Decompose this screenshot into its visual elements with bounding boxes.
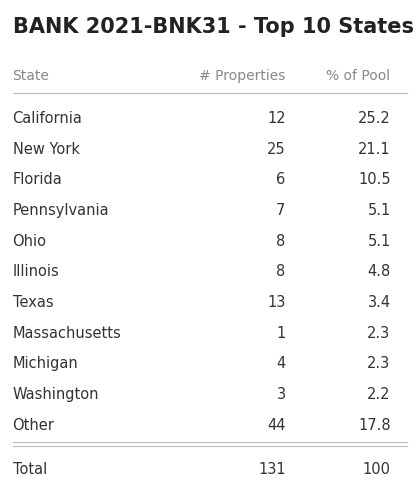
Text: Ohio: Ohio xyxy=(13,234,47,249)
Text: Massachusetts: Massachusetts xyxy=(13,326,121,341)
Text: Florida: Florida xyxy=(13,172,62,187)
Text: 8: 8 xyxy=(276,234,286,249)
Text: BANK 2021-BNK31 - Top 10 States: BANK 2021-BNK31 - Top 10 States xyxy=(13,17,414,37)
Text: # Properties: # Properties xyxy=(199,69,286,83)
Text: 4: 4 xyxy=(276,356,286,372)
Text: Total: Total xyxy=(13,462,47,477)
Text: 2.2: 2.2 xyxy=(367,387,391,402)
Text: 17.8: 17.8 xyxy=(358,418,391,433)
Text: Other: Other xyxy=(13,418,55,433)
Text: 8: 8 xyxy=(276,264,286,280)
Text: 100: 100 xyxy=(362,462,391,477)
Text: 7: 7 xyxy=(276,203,286,218)
Text: Texas: Texas xyxy=(13,295,53,310)
Text: Washington: Washington xyxy=(13,387,99,402)
Text: 5.1: 5.1 xyxy=(368,203,391,218)
Text: Illinois: Illinois xyxy=(13,264,59,280)
Text: 5.1: 5.1 xyxy=(368,234,391,249)
Text: Pennsylvania: Pennsylvania xyxy=(13,203,109,218)
Text: 1: 1 xyxy=(276,326,286,341)
Text: 4.8: 4.8 xyxy=(368,264,391,280)
Text: 3: 3 xyxy=(276,387,286,402)
Text: California: California xyxy=(13,111,82,126)
Text: 25.2: 25.2 xyxy=(358,111,391,126)
Text: % of Pool: % of Pool xyxy=(326,69,391,83)
Text: 3.4: 3.4 xyxy=(368,295,391,310)
Text: 21.1: 21.1 xyxy=(358,142,391,157)
Text: New York: New York xyxy=(13,142,80,157)
Text: 6: 6 xyxy=(276,172,286,187)
Text: 2.3: 2.3 xyxy=(368,356,391,372)
Text: 13: 13 xyxy=(267,295,286,310)
Text: 12: 12 xyxy=(267,111,286,126)
Text: 25: 25 xyxy=(267,142,286,157)
Text: 10.5: 10.5 xyxy=(358,172,391,187)
Text: 44: 44 xyxy=(267,418,286,433)
Text: Michigan: Michigan xyxy=(13,356,79,372)
Text: 2.3: 2.3 xyxy=(368,326,391,341)
Text: 131: 131 xyxy=(258,462,286,477)
Text: State: State xyxy=(13,69,50,83)
